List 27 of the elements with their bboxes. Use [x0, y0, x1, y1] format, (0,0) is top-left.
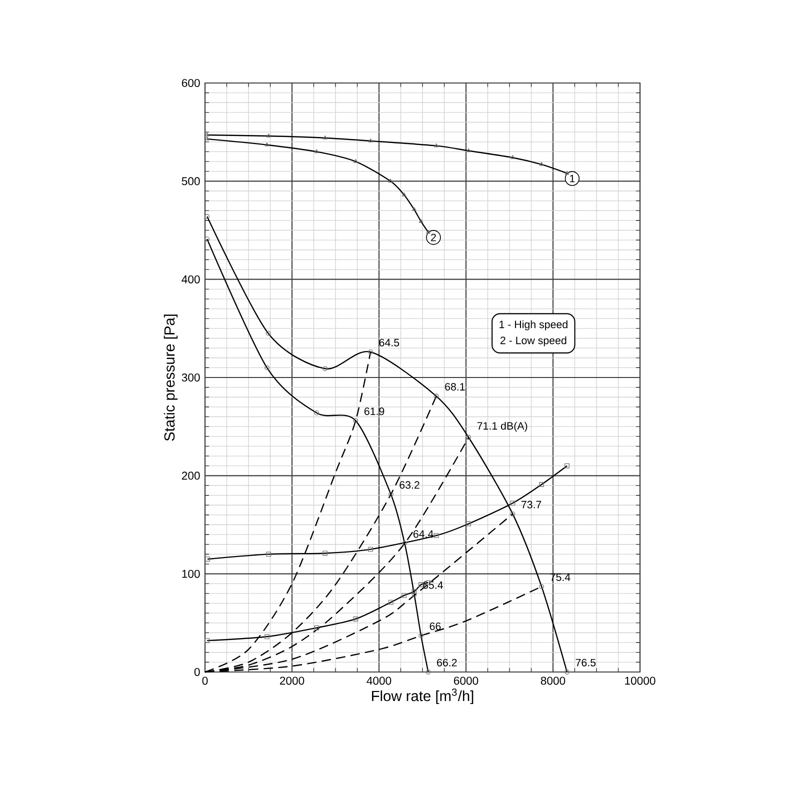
series-label: 2	[431, 234, 436, 242]
y-tick-label: 100	[182, 570, 200, 578]
x-tick-label: 10000	[625, 676, 656, 685]
annotation: 76.5	[576, 658, 596, 666]
x-tick-label: 4000	[366, 676, 392, 685]
y-axis-title: Static pressure [Pa]	[164, 314, 178, 441]
y-tick-label: 0	[194, 668, 200, 676]
x-axis-title: Flow rate [m$^{3}$/h]	[372, 688, 474, 704]
annotation: 63.2	[400, 481, 420, 489]
annotation: 66	[430, 622, 441, 630]
x-tick-label: 2000	[280, 676, 304, 685]
y-tick-label: 200	[182, 472, 200, 480]
annotation: 1 - High speed	[500, 320, 568, 330]
annotation: 73.7	[521, 500, 542, 508]
annotation: 2 - Low speed	[500, 336, 566, 346]
annotation: 71.1 dB(A)	[477, 422, 528, 432]
y-tick-label: 300	[182, 374, 200, 382]
series-label: 1	[570, 174, 575, 182]
annotation: 64.4	[413, 530, 434, 538]
y-tick-label: 600	[182, 79, 200, 88]
y-tick-label: 400	[182, 275, 200, 284]
x-tick-label: 0	[202, 676, 208, 685]
annotation: 68.1	[445, 383, 465, 391]
y-tick-label: 500	[182, 177, 200, 186]
x-tick-label: 8000	[540, 676, 566, 685]
annotation: 66.2	[437, 658, 457, 666]
x-tick-label: 6000	[454, 676, 478, 685]
